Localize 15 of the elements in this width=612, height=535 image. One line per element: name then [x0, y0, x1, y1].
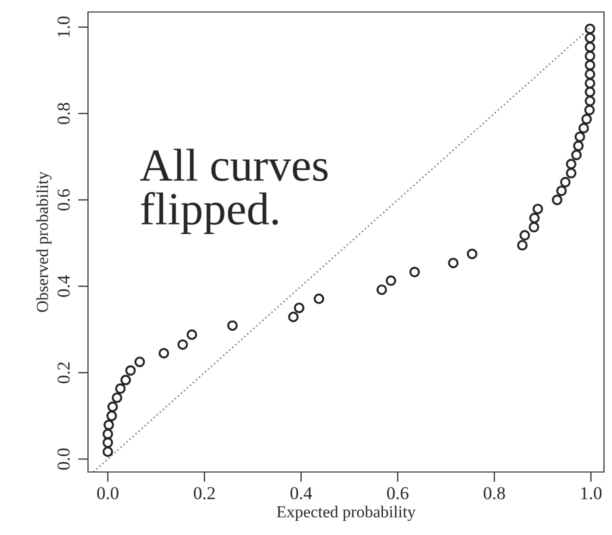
x-tick-label: 0.2 [194, 487, 215, 500]
x-tick-label: 0.8 [484, 487, 505, 500]
x-tick-label: 1.0 [581, 487, 602, 500]
y-axis-title: Observed probability [36, 171, 52, 312]
y-tick-label: 0.8 [58, 102, 70, 124]
x-tick-label: 0.4 [290, 487, 312, 500]
x-tick-label: 0.0 [97, 487, 118, 500]
x-tick-label: 0.6 [387, 487, 408, 500]
y-tick-label: 1.0 [58, 16, 70, 37]
annotation: All curves flipped. [140, 148, 328, 234]
y-tick-label: 0.0 [58, 448, 70, 470]
x-axis-title: Expected probability [276, 506, 416, 521]
y-tick-label: 0.4 [58, 275, 70, 297]
y-tick-label: 0.2 [58, 362, 70, 384]
y-tick-label: 0.6 [58, 189, 70, 210]
